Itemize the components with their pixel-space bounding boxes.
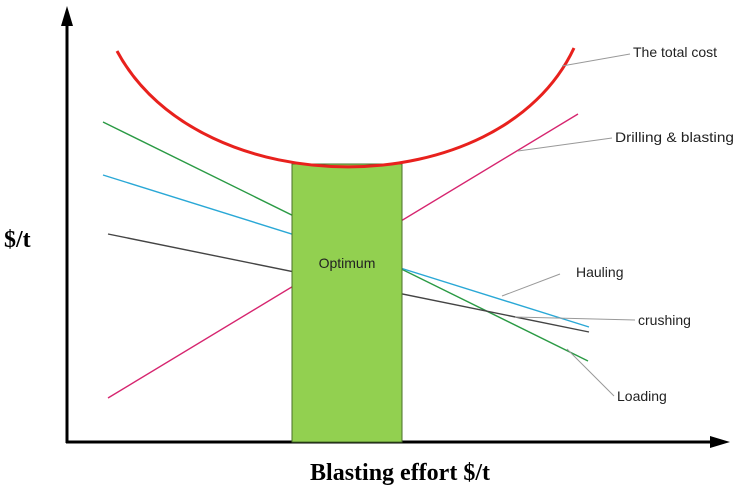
x-axis-title: Blasting effort $/t — [310, 460, 490, 485]
y-axis-arrow — [61, 6, 73, 26]
loading-label: Loading — [617, 388, 667, 404]
total-cost-leader — [561, 53, 631, 67]
optimum-box — [291, 163, 403, 443]
total-cost-curve — [115, 47, 576, 169]
hauling-label: Hauling — [576, 264, 623, 280]
hauling-leader — [501, 273, 561, 297]
crushing-leader — [514, 316, 636, 321]
drilling-blasting-label: Drilling & blasting — [615, 129, 734, 145]
total-cost-label: The total cost — [633, 44, 717, 60]
loading-leader — [566, 348, 615, 397]
drilling-blasting-leader — [517, 137, 613, 152]
y-axis-title: $/t — [4, 227, 31, 253]
optimum-label: Optimum — [319, 255, 376, 271]
x-axis-arrow — [710, 436, 730, 448]
crushing-label: crushing — [638, 312, 691, 328]
